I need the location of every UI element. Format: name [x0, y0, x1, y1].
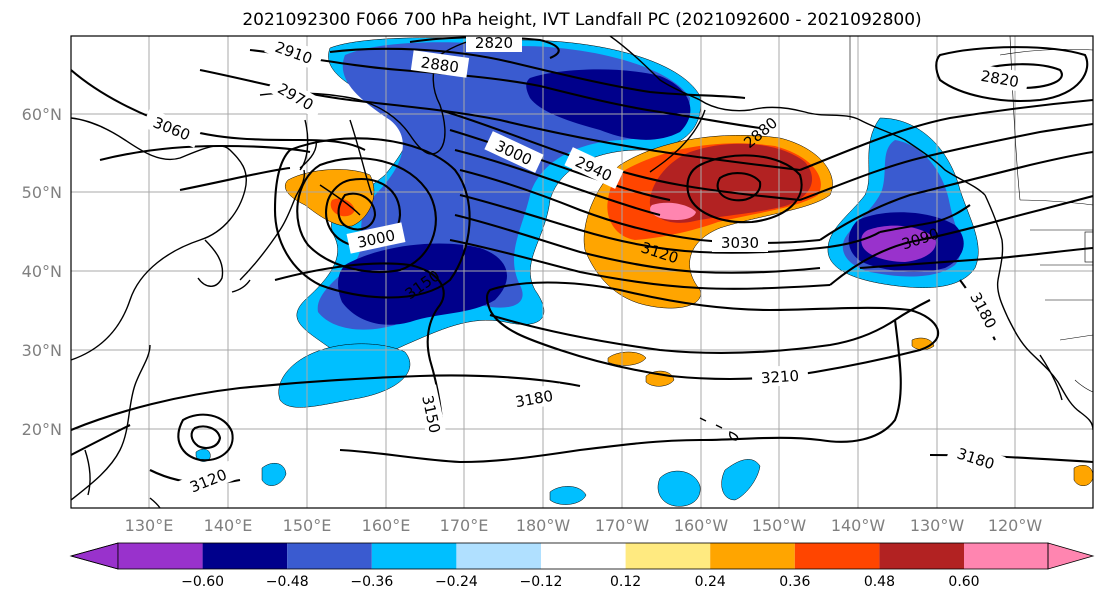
contour-3180-west	[71, 374, 581, 431]
latitude-labels: 60°N 50°N 40°N 30°N 20°N	[22, 105, 62, 439]
colorbar-bin	[456, 543, 541, 569]
contour-label-3030: 3030	[712, 232, 768, 252]
shade-neg-024-trop-3	[721, 459, 761, 501]
lon-label: 150°W	[752, 516, 807, 535]
contour-3120-mid	[454, 213, 821, 274]
shade-pos-024-small-1	[607, 351, 647, 366]
contour-2880-north	[329, 47, 746, 100]
colorbar-bin	[287, 543, 372, 569]
shade-neg-024-trop-4	[261, 462, 287, 486]
contour-3060	[71, 69, 366, 151]
lat-label: 20°N	[22, 420, 62, 439]
lat-label: 50°N	[22, 183, 62, 202]
lon-label: 130°W	[910, 516, 965, 535]
svg-text:2880: 2880	[420, 53, 460, 76]
colorbar-bin	[879, 543, 964, 569]
contour-3210	[485, 281, 940, 381]
shade-pos-060-main	[650, 202, 696, 220]
height-contours	[71, 36, 1093, 485]
lon-label: 140°W	[831, 516, 886, 535]
contour-ridge-center	[716, 172, 762, 202]
colorbar-tick-label: −0.24	[435, 574, 478, 590]
shade-pos-024-small-4	[1073, 465, 1093, 486]
colorbar-bin	[625, 543, 711, 569]
lat-label: 30°N	[22, 341, 62, 360]
svg-text:3030: 3030	[721, 234, 759, 252]
shade-neg-024-south	[278, 343, 411, 408]
shade-neg-024-trop-2	[549, 486, 587, 505]
colorbar-bin	[964, 543, 1048, 569]
shade-neg-048-north	[526, 69, 691, 140]
contour-2910	[249, 48, 761, 130]
lon-label: 120°W	[988, 516, 1043, 535]
contour-3150	[274, 262, 445, 421]
contour-label-3210: 3210	[751, 364, 809, 388]
lon-label: 130°E	[125, 516, 174, 535]
contour-3180-east	[489, 299, 931, 354]
contour-label-2880-top: 2880	[410, 50, 470, 78]
lon-label: 160°E	[362, 516, 411, 535]
colorbar-ticks: −0.60 −0.48 −0.36 −0.24 −0.12 0.12 0.24 …	[181, 574, 979, 590]
lon-label: 170°E	[440, 516, 489, 535]
lon-label: 150°E	[283, 516, 332, 535]
colorbar-bin	[710, 543, 795, 569]
lat-label: 40°N	[22, 262, 62, 281]
map-frame	[70, 35, 1094, 509]
colorbar-tick-label: −0.48	[266, 574, 309, 590]
colorbar-tick-label: 0.24	[695, 574, 726, 590]
shade-pos-036-west	[330, 198, 355, 217]
contour-3030	[459, 193, 881, 254]
svg-text:3210: 3210	[760, 367, 799, 388]
contour-3000-mid	[454, 148, 661, 217]
colorbar-tick-label: 0.60	[948, 574, 979, 590]
lon-label: 160°W	[674, 516, 729, 535]
political-borders	[849, 36, 1093, 393]
contour-2820-north	[409, 36, 560, 59]
colorbar-min-extension	[69, 542, 119, 570]
colorbar-tick-label: 0.48	[864, 574, 895, 590]
contour-label-3180-mid: 3180	[504, 383, 564, 413]
colorbar-bin	[202, 543, 288, 569]
lon-label: 170°W	[595, 516, 650, 535]
shade-pos-048-main	[649, 143, 813, 223]
lon-label: 180°W	[516, 516, 571, 535]
shade-neg-024-trop-1	[657, 470, 701, 507]
longitude-labels: 130°E 140°E 150°E 160°E 170°E 180°W 170°…	[125, 516, 1043, 535]
lon-label: 140°E	[204, 516, 253, 535]
colorbar-bin	[371, 543, 457, 569]
map-panel: 2820 2880 2910 2970 3060 3000	[71, 34, 1093, 508]
colorbar-max-extension	[1047, 542, 1095, 570]
colorbar-tick-label: −0.36	[350, 574, 393, 590]
colorbar-bin	[541, 543, 626, 569]
colorbar-tick-label: 0.12	[610, 574, 641, 590]
colorbar-bin	[118, 543, 203, 569]
contour-3090	[879, 204, 971, 234]
colorbar: −0.60 −0.48 −0.36 −0.24 −0.12 0.12 0.24 …	[69, 542, 1095, 590]
svg-text:2820: 2820	[475, 34, 513, 52]
map-title: 2021092300 F066 700 hPa height, IVT Land…	[242, 10, 921, 30]
colorbar-tick-label: 0.36	[779, 574, 810, 590]
colorbar-tick-label: −0.12	[520, 574, 563, 590]
colorbar-bin	[794, 543, 880, 569]
lat-label: 60°N	[22, 105, 62, 124]
colorbar-tick-label: −0.60	[181, 574, 224, 590]
contour-label-2820-top: 2820	[466, 34, 522, 52]
